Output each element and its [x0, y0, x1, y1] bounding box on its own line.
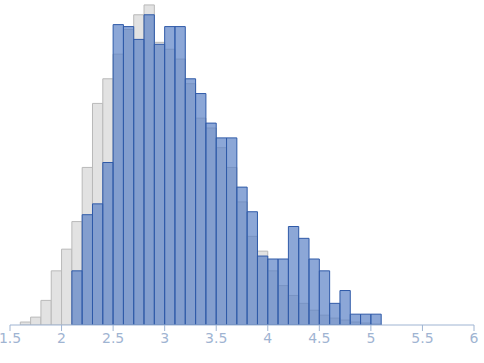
- svg-text:4.5: 4.5: [308, 330, 330, 346]
- svg-text:3.5: 3.5: [205, 330, 227, 346]
- svg-text:4: 4: [263, 330, 272, 346]
- svg-text:3: 3: [160, 330, 169, 346]
- svg-text:5.5: 5.5: [411, 330, 433, 346]
- svg-text:2: 2: [57, 330, 66, 346]
- svg-text:1.5: 1.5: [8, 330, 21, 346]
- svg-text:5: 5: [366, 330, 375, 346]
- svg-text:2.5: 2.5: [102, 330, 124, 346]
- svg-text:6: 6: [470, 330, 476, 346]
